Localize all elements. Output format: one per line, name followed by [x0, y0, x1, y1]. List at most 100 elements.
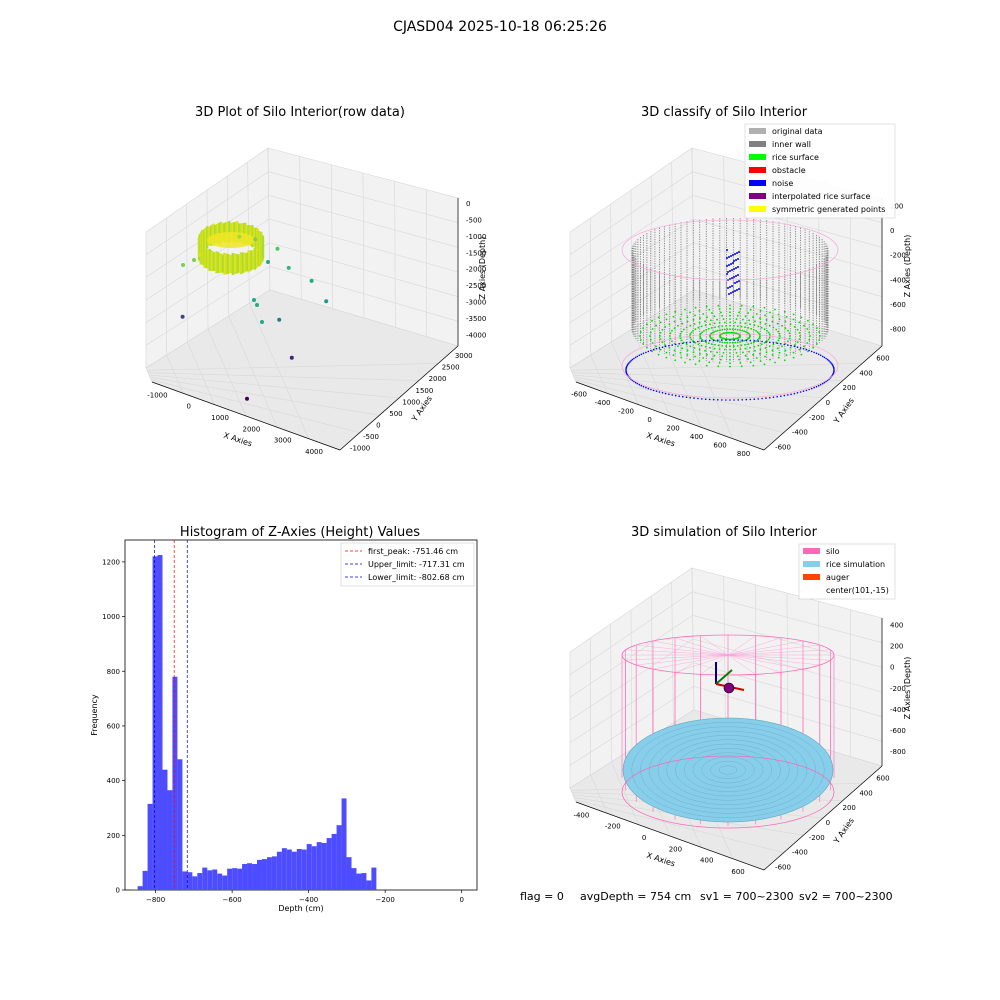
grid-line	[590, 354, 608, 394]
noise-point	[730, 255, 732, 257]
hist-bar	[346, 857, 352, 890]
ax4-title: 3D simulation of Silo Interior	[631, 525, 818, 540]
rice-surface-point	[750, 342, 753, 345]
hist-lines	[154, 540, 188, 890]
noise-point	[749, 398, 752, 401]
noise-point	[636, 382, 639, 385]
rice-surface-point	[777, 356, 780, 359]
rice-surface-point	[787, 329, 789, 332]
rice-surface-point	[672, 354, 675, 357]
rice-surface-point	[807, 319, 809, 322]
rice-surface-point	[713, 315, 716, 318]
x-tick-label: -1000	[147, 391, 167, 399]
rice-surface-point	[809, 335, 811, 337]
rice-surface-point	[679, 351, 682, 354]
x-tick-label: -400	[595, 399, 611, 407]
z-tick-label: 200	[890, 642, 903, 650]
rice-mesh-ring	[675, 743, 781, 797]
silo-roof-line	[674, 637, 729, 656]
rice-surface-point	[729, 318, 731, 320]
rice-surface-point	[753, 345, 756, 348]
rice-surface-point	[739, 348, 742, 350]
raw-outlier-point	[289, 355, 294, 360]
rice-surface-point	[727, 331, 730, 334]
noise-point	[735, 275, 737, 277]
rice-surface-point	[793, 344, 796, 346]
rice-surface-point	[803, 345, 805, 348]
silo-roof-line	[652, 654, 729, 670]
rice-surface-point	[716, 329, 719, 332]
grid-line	[652, 315, 702, 428]
rice-surface-point	[793, 326, 796, 328]
depth-histogram: Histogram of Z-Axies (Height) Values −80…	[90, 525, 478, 913]
noise-point	[628, 362, 630, 364]
rice-surface-point	[792, 351, 795, 354]
noise-point	[749, 339, 752, 342]
rice-surface-point	[796, 341, 799, 344]
rice-surface-point	[783, 310, 786, 313]
rice-surface-point	[757, 325, 760, 328]
noise-point	[642, 352, 645, 355]
rice-surface-point	[723, 328, 726, 331]
noise-point	[726, 273, 728, 275]
rice-surface-point	[730, 338, 733, 341]
rice-surface-point	[716, 318, 718, 321]
rice-surface-point	[673, 327, 676, 330]
rice-surface-point	[738, 358, 740, 361]
noise-point	[650, 388, 652, 391]
rice-surface-point	[717, 344, 720, 347]
noise-point	[685, 396, 688, 399]
rice-surface-point	[818, 339, 821, 341]
rice-surface-point	[808, 338, 811, 341]
rice-surface-point	[778, 332, 781, 335]
rice-surface-point	[818, 331, 821, 333]
rice-surface-point	[671, 340, 673, 343]
noise-point	[805, 389, 808, 392]
rice-surface-point	[673, 349, 676, 352]
rice-surface-point	[767, 338, 770, 341]
rice-surface-point	[789, 347, 792, 349]
rice-surface-point	[781, 345, 783, 348]
y-tick-label: 400	[859, 369, 872, 377]
ax1-panes	[145, 147, 459, 451]
legend-swatch	[749, 141, 766, 147]
rice-surface-point	[718, 308, 721, 310]
rice-surface-point	[784, 349, 787, 352]
noise-point	[733, 399, 735, 401]
noise-point	[668, 344, 670, 347]
rice-surface-point	[778, 351, 781, 354]
y-tick-label: 0	[826, 399, 830, 407]
hist-bars	[132, 555, 377, 891]
hist-bar	[296, 848, 302, 890]
hist-bar	[336, 825, 342, 890]
rice-surface-point	[690, 338, 693, 341]
silo-roof-line	[727, 640, 804, 656]
rice-surface-point	[784, 327, 787, 330]
rice-surface-point	[767, 331, 770, 334]
rice-surface-point	[730, 331, 733, 334]
hist-bar	[366, 880, 372, 890]
silo-roof-line	[625, 649, 729, 656]
noise-point	[682, 395, 684, 398]
x-axis-line	[575, 381, 765, 451]
rice-surface-point	[763, 328, 766, 331]
x-tick-label: 400	[700, 857, 713, 865]
x-tick-label: -200	[618, 408, 634, 416]
rice-surface-point	[755, 340, 757, 342]
rice-surface-point	[731, 338, 734, 341]
x-tick-label: 600	[713, 442, 726, 450]
noise-point	[787, 394, 789, 396]
hist-bar	[276, 851, 282, 890]
rice-surface-point	[684, 361, 686, 364]
rice-surface-point	[703, 340, 705, 342]
rice-surface-point	[754, 320, 756, 323]
legend-swatch	[749, 154, 766, 160]
noise-point	[726, 249, 728, 251]
rice-surface-point	[768, 336, 771, 339]
noise-point	[826, 358, 829, 361]
rice-surface-point	[708, 361, 711, 364]
rice-surface-point	[710, 319, 712, 322]
grid-line	[574, 379, 784, 433]
rice-surface-point	[719, 329, 721, 331]
rice-surface-point	[739, 341, 741, 343]
